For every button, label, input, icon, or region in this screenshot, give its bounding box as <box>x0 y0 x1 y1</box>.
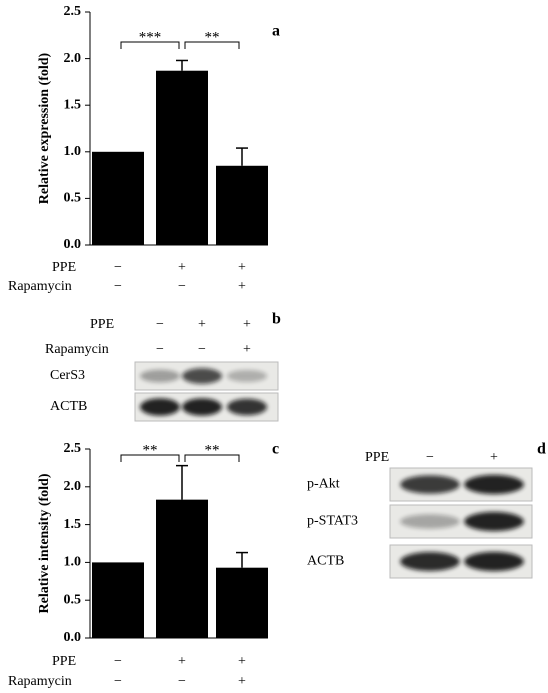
treatment-name: Rapamycin <box>8 674 72 689</box>
significance-label: ** <box>205 442 220 458</box>
y-tick-label: 1.0 <box>64 144 82 159</box>
treatment-mark: + <box>238 674 246 689</box>
significance-label: ** <box>205 29 220 45</box>
panel-label: a <box>272 23 280 40</box>
treatment-mark: + <box>198 317 206 332</box>
y-tick-label: 0.5 <box>64 191 82 206</box>
treatment-mark: − <box>114 674 122 689</box>
blot-band <box>464 551 524 572</box>
blot-band <box>464 474 524 495</box>
blot-row-label: ACTB <box>50 399 87 414</box>
treatment-mark: − <box>178 674 186 689</box>
panel-label: d <box>537 441 546 458</box>
treatment-mark: + <box>238 654 246 669</box>
significance-label: ** <box>143 442 158 458</box>
treatment-mark: + <box>243 317 251 332</box>
error-bar <box>236 147 248 166</box>
treatment-mark: + <box>238 279 246 294</box>
treatment-name: PPE <box>52 260 76 275</box>
blot-band <box>226 369 268 383</box>
treatment-mark: − <box>114 279 122 294</box>
significance-bracket <box>120 454 180 462</box>
blot-band <box>139 369 181 383</box>
significance-bracket <box>184 41 240 49</box>
error-bar <box>236 551 248 568</box>
treatment-mark: − <box>426 450 434 465</box>
treatment-mark: + <box>178 260 186 275</box>
blot-row-label: p-Akt <box>307 477 340 492</box>
blot-band <box>181 368 223 384</box>
y-tick-label: 0.0 <box>64 237 82 252</box>
bar <box>216 165 268 245</box>
bar <box>156 499 208 638</box>
y-tick-label: 2.5 <box>64 4 82 19</box>
error-bar <box>176 59 188 71</box>
bar <box>92 151 144 245</box>
error-bar <box>176 464 188 500</box>
y-tick-label: 1.5 <box>64 97 82 112</box>
treatment-mark: − <box>198 342 206 357</box>
blot-band <box>181 398 223 416</box>
treatment-mark: − <box>178 279 186 294</box>
y-tick-label: 0.5 <box>64 592 82 607</box>
y-axis-label: Relative expression (fold) <box>37 52 52 204</box>
treatment-name: PPE <box>52 654 76 669</box>
treatment-name: Rapamycin <box>45 342 109 357</box>
treatment-mark: − <box>114 260 122 275</box>
treatment-mark: + <box>238 260 246 275</box>
panel-label: c <box>272 441 279 458</box>
treatment-name: Rapamycin <box>8 279 72 294</box>
bar <box>216 567 268 638</box>
y-tick-label: 0.0 <box>64 630 82 645</box>
y-tick-label: 1.5 <box>64 517 82 532</box>
blot-row-label: ACTB <box>307 554 344 569</box>
bar <box>92 562 144 638</box>
blot-band <box>226 398 268 416</box>
blot-row-label: p-STAT3 <box>307 514 358 529</box>
treatment-name: PPE <box>365 450 389 465</box>
treatment-mark: − <box>156 342 164 357</box>
treatment-mark: + <box>243 342 251 357</box>
blot-row-label: CerS3 <box>50 368 85 383</box>
y-tick-label: 2.0 <box>64 51 82 66</box>
significance-bracket <box>184 454 240 462</box>
significance-label: *** <box>139 29 162 45</box>
blot-band <box>400 475 460 494</box>
blot-band <box>400 552 460 571</box>
treatment-mark: − <box>156 317 164 332</box>
y-tick-label: 2.0 <box>64 479 82 494</box>
y-tick-label: 2.5 <box>64 441 82 456</box>
treatment-mark: − <box>114 654 122 669</box>
blot-band <box>139 398 181 416</box>
treatment-mark: + <box>178 654 186 669</box>
treatment-name: PPE <box>90 317 114 332</box>
y-tick-label: 1.0 <box>64 555 82 570</box>
blot-band <box>464 511 524 532</box>
panel-label: b <box>272 311 281 328</box>
bar <box>156 70 208 245</box>
blot-band <box>400 514 460 529</box>
y-axis-label: Relative intensity (fold) <box>37 473 52 613</box>
significance-bracket <box>120 41 180 49</box>
treatment-mark: + <box>490 450 498 465</box>
